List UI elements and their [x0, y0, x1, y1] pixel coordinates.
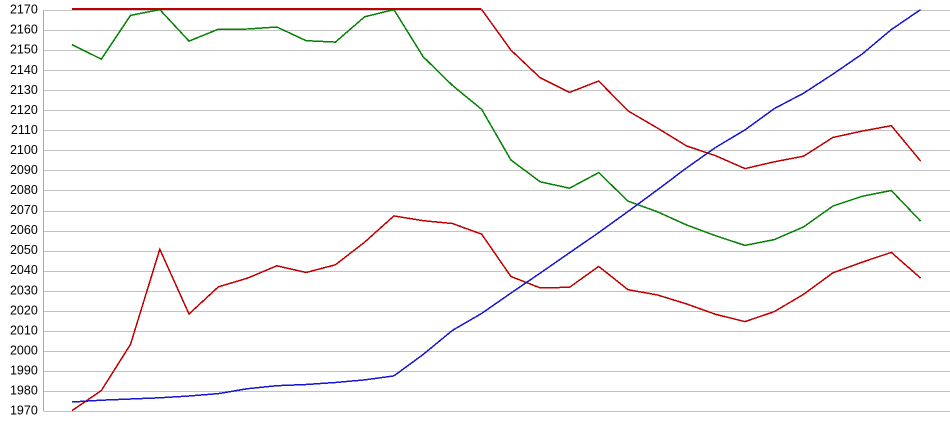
svg-text:2110: 2110	[11, 123, 38, 137]
svg-text:1980: 1980	[10, 384, 38, 398]
svg-text:2170: 2170	[10, 3, 38, 17]
svg-text:2000: 2000	[10, 343, 38, 357]
svg-text:2010: 2010	[10, 323, 38, 337]
svg-text:1990: 1990	[10, 364, 38, 378]
svg-text:2050: 2050	[10, 243, 38, 257]
svg-text:2130: 2130	[10, 83, 38, 97]
svg-text:2060: 2060	[10, 223, 38, 237]
svg-text:1970: 1970	[10, 404, 38, 418]
svg-text:2070: 2070	[10, 203, 38, 217]
svg-text:2160: 2160	[10, 23, 38, 37]
svg-text:2020: 2020	[10, 303, 38, 317]
svg-text:2100: 2100	[10, 143, 38, 157]
svg-text:2030: 2030	[10, 283, 38, 297]
svg-text:2040: 2040	[10, 263, 38, 277]
svg-text:2150: 2150	[10, 43, 38, 57]
svg-text:2080: 2080	[10, 183, 38, 197]
svg-text:2090: 2090	[10, 163, 38, 177]
svg-text:2120: 2120	[10, 103, 38, 117]
svg-text:2140: 2140	[10, 63, 38, 77]
